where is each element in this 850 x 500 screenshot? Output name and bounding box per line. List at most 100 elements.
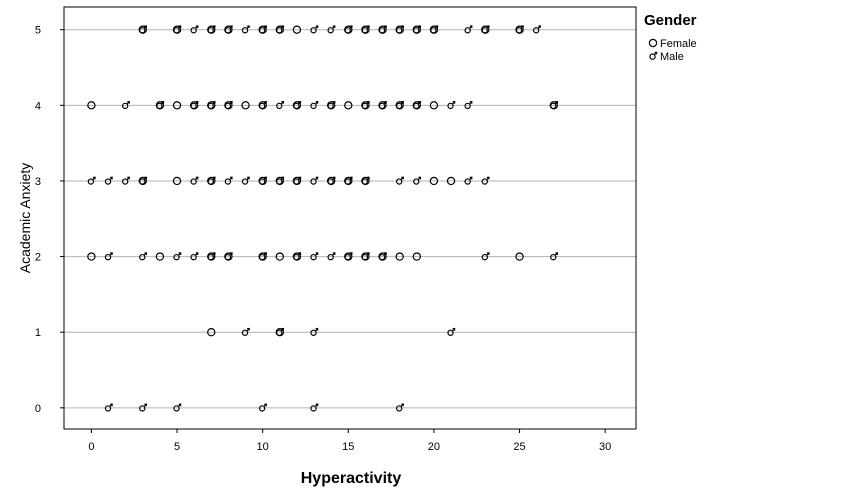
data-point-male [258,176,267,185]
data-point-male [207,176,216,185]
data-point-female [344,101,353,110]
data-point-female [395,252,404,261]
data-point-male [173,403,182,412]
data-point-male [276,25,285,34]
y-axis: 0 1 2 3 4 5 [35,25,64,415]
legend-marker-male [649,51,658,60]
legend-label-female: Female [660,38,697,50]
data-point-male [190,252,199,261]
legend-label-male: Male [660,51,684,63]
data-point-female [446,176,456,186]
data-point-male [310,327,319,336]
data-point-male [327,101,336,110]
legend-title: Gender [644,12,697,29]
data-point-male [464,25,473,34]
data-point-female [172,176,182,186]
data-point-male [258,101,267,110]
data-point-male [241,327,250,336]
data-point-male [293,101,302,110]
data-point-male [327,25,336,34]
data-point-male [361,25,370,34]
data-point-male [327,252,336,261]
y-tick-label: 3 [35,176,41,188]
data-point-female [275,252,284,261]
data-point-male [276,101,285,110]
x-tick-label: 10 [257,441,269,453]
data-point-female [429,101,439,110]
x-tick-label: 20 [428,441,440,453]
data-point-male [241,25,250,34]
data-point-male [447,101,456,110]
y-tick-label: 0 [35,403,41,415]
data-point-female [241,101,250,110]
data-point-female [172,101,182,110]
data-point-male [378,101,387,110]
data-point-male [361,101,370,110]
x-tick-label: 15 [342,441,354,453]
data-point-male [258,25,267,34]
data-point-male [224,176,233,185]
data-point-male [413,101,422,110]
data-point-male [327,176,336,185]
data-point-male [104,403,113,412]
data-point-male [344,25,353,34]
data-point-male [481,252,490,261]
data-point-male [413,25,422,34]
data-point-male [207,252,216,261]
data-point-male [104,176,113,185]
data-point-male [207,25,216,34]
x-tick-label: 30 [599,441,611,453]
data-point-male [481,176,490,185]
data-point-male [550,252,559,261]
data-point-male [310,25,319,34]
gridlines [64,29,636,409]
x-axis: 0 5 10 15 20 25 30 [88,429,611,453]
data-point-male [447,327,456,336]
data-point-male [156,101,165,110]
data-point-female [412,252,421,261]
data-point-male [395,25,404,34]
data-point-male [310,403,319,412]
data-point-male [224,25,233,34]
legend-marker-female [648,38,658,48]
data-point-male [173,252,182,261]
data-point-male [464,101,473,110]
data-point-female [515,252,524,261]
data-point-female [292,25,302,34]
data-point-male [344,252,353,261]
data-point-male [515,25,524,34]
data-point-female [87,252,96,261]
data-point-male [139,176,148,185]
x-tick-label: 0 [88,441,94,453]
data-point-male [241,176,250,185]
data-point-female [207,327,216,337]
data-point-male [361,252,370,261]
data-point-female [155,252,165,261]
data-point-male [190,25,199,34]
data-point-male [173,25,182,34]
y-tick-label: 4 [35,100,41,112]
data-point-male [224,101,233,110]
data-point-male [276,327,285,336]
data-point-male [378,252,387,261]
data-point-female [429,176,439,186]
data-point-male [190,101,199,110]
data-point-male [550,101,559,110]
data-point-male [258,252,267,261]
data-point-male [121,101,130,110]
data-point-male [310,252,319,261]
data-point-male [395,176,404,185]
data-points [87,25,559,412]
data-point-male [310,176,319,185]
plot-frame [63,6,637,430]
y-tick-label: 1 [35,327,41,339]
data-point-male [207,101,216,110]
data-point-male [139,25,148,34]
data-point-male [344,176,353,185]
data-point-male [378,25,387,34]
data-point-male [87,176,96,185]
data-point-male [532,25,541,34]
data-point-male [276,176,285,185]
